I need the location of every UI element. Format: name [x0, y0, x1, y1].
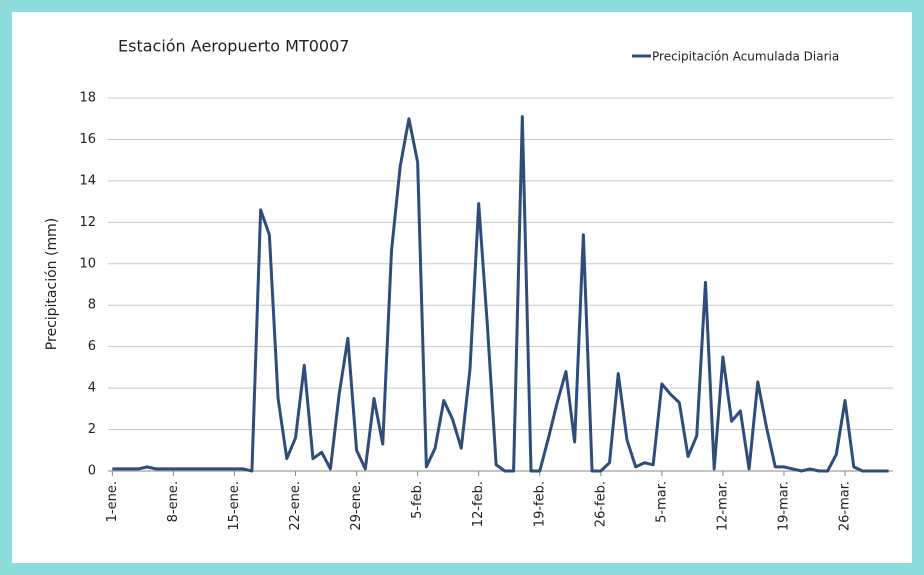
- chart-title: Estación Aeropuerto MT0007: [118, 37, 349, 56]
- y-tick-label: 6: [88, 339, 96, 354]
- x-tick-label: 26-feb.: [593, 481, 608, 527]
- x-tick-label: 5-mar.: [654, 481, 669, 523]
- legend-label: Precipitación Acumulada Diaria: [652, 50, 839, 64]
- y-tick-label: 10: [79, 256, 96, 271]
- x-tick-label: 8-ene.: [166, 481, 181, 522]
- y-tick-label: 4: [88, 381, 96, 396]
- x-tick-label: 19-feb.: [532, 481, 547, 527]
- y-tick-label: 12: [79, 215, 96, 230]
- y-tick-label: 2: [88, 422, 96, 437]
- x-tick-label: 12-mar.: [715, 481, 730, 531]
- panel: [12, 12, 912, 563]
- x-tick-label: 22-ene.: [288, 481, 303, 531]
- y-tick-label: 18: [79, 91, 96, 106]
- x-tick-label: 5-feb.: [410, 481, 425, 519]
- x-tick-label: 29-ene.: [349, 481, 364, 531]
- x-tick-label: 26-mar.: [838, 481, 853, 531]
- x-tick-label: 15-ene.: [227, 481, 242, 531]
- x-tick-label: 19-mar.: [776, 481, 791, 531]
- x-tick-label: 12-feb.: [471, 481, 486, 527]
- y-tick-label: 16: [79, 132, 96, 147]
- x-tick-label: 1-ene.: [105, 481, 120, 522]
- line-series: [112, 115, 889, 473]
- y-tick-label: 0: [88, 464, 96, 479]
- y-tick-label: 14: [79, 173, 96, 188]
- y-axis-label: Precipitación (mm): [44, 218, 60, 350]
- y-tick-label: 8: [88, 298, 96, 313]
